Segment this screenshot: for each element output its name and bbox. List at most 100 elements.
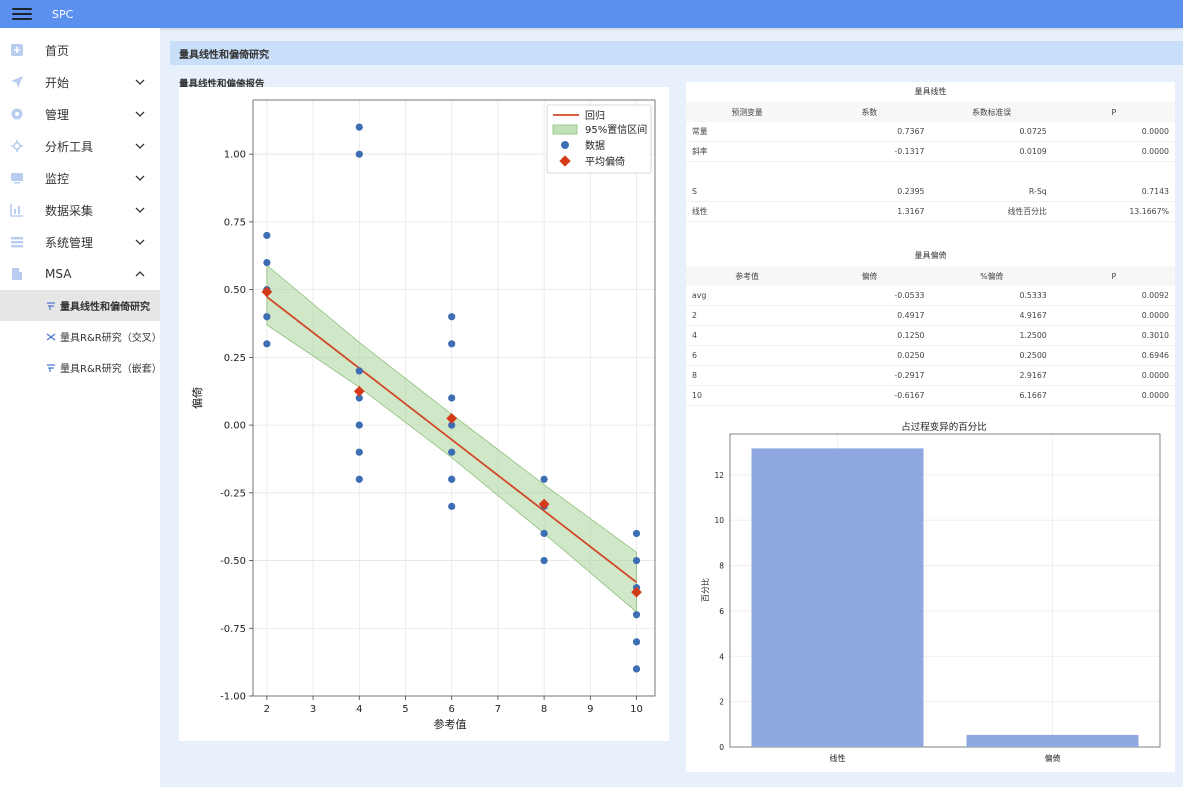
chevron-down-icon xyxy=(135,175,145,181)
bar xyxy=(966,734,1139,747)
sidebar-item-manage[interactable]: 管理 xyxy=(0,98,160,130)
y-tick-label: 1.00 xyxy=(224,150,246,161)
regression-line xyxy=(266,296,638,584)
data-point xyxy=(263,258,271,267)
data-point xyxy=(632,611,641,619)
send-icon xyxy=(10,75,24,89)
chart-legend: 回归 95%置信区间 数据 平均偏倚 xyxy=(546,104,652,174)
x-tick-label: 10 xyxy=(630,704,643,715)
sidebar-item-msa[interactable]: MSA xyxy=(0,258,160,290)
table-row: avg -0.0533 0.5333 0.0092 xyxy=(686,286,1175,306)
sidebar-item-analysis-tools[interactable]: 分析工具 xyxy=(0,130,160,162)
bias-title: 量具偏倚 xyxy=(914,251,947,260)
y-tick-label: 4 xyxy=(719,652,724,661)
table-row: 6 0.0250 0.2500 0.6946 xyxy=(686,346,1175,366)
y-tick-label: 6 xyxy=(719,607,724,616)
table-row: S 0.2395 R-Sq 0.7143 xyxy=(686,182,1175,202)
sidebar-subitem-rr-crossed[interactable]: 量具R&R研究（交叉） xyxy=(0,321,162,352)
y-tick-label: 8 xyxy=(719,562,724,571)
settings-icon xyxy=(10,139,24,153)
sidebar-item-monitor[interactable]: 监控 xyxy=(0,162,160,194)
top-bar: SPC xyxy=(0,0,1183,28)
chevron-down-icon xyxy=(135,79,145,85)
sort-icon xyxy=(46,301,56,311)
data-point xyxy=(263,340,271,348)
sidebar: 首页 开始 管理 分析工具 监控 数据采集 系统管理 MSA 量具线性和偏倚研究 xyxy=(0,28,162,787)
sort-icon xyxy=(46,363,56,373)
bias-scatter-panel: 2 3 4 5 6 7 8 9 10 1.00 0.75 0.50 0.25 0.00 -0.25 -0.5… xyxy=(179,87,669,741)
home-icon xyxy=(10,43,24,57)
data-point xyxy=(540,529,548,538)
data-point xyxy=(355,367,363,375)
data-point xyxy=(355,150,363,158)
building-icon xyxy=(10,267,24,281)
data-point xyxy=(263,231,271,240)
sidebar-item-start[interactable]: 开始 xyxy=(0,66,160,98)
x-tick-label: 8 xyxy=(541,704,547,715)
table-row: 4 0.1250 1.2500 0.3010 xyxy=(686,326,1175,346)
bar-y-axis-label: 百分比 xyxy=(700,578,710,602)
table-row: 斜率 -0.1317 0.0109 0.0000 xyxy=(686,142,1175,162)
chevron-down-icon xyxy=(135,207,145,213)
y-axis-label: 偏倚 xyxy=(190,387,204,409)
data-point xyxy=(632,529,641,538)
table-row: 8 -0.2917 2.9167 0.0000 xyxy=(686,366,1175,386)
data-point xyxy=(355,475,363,483)
chevron-down-icon xyxy=(135,143,145,149)
table-header: 参考值 偏倚 %偏倚 P xyxy=(686,266,1175,286)
y-tick-label: 2 xyxy=(719,698,724,707)
data-point xyxy=(355,123,363,131)
table-row: 常量 0.7367 0.0725 0.0000 xyxy=(686,122,1175,142)
sidebar-item-data-collection[interactable]: 数据采集 xyxy=(0,194,160,226)
x-tick-label: 偏倚 xyxy=(1045,753,1061,763)
bias-scatter-chart: 2 3 4 5 6 7 8 9 10 1.00 0.75 0.50 0.25 0.00 -0.25 -0.5… xyxy=(190,99,656,731)
y-tick-label: 0.50 xyxy=(224,285,246,296)
legend-ci: 95%置信区间 xyxy=(585,123,647,136)
x-axis-label: 参考值 xyxy=(434,717,467,731)
legend-data-swatch xyxy=(561,141,569,149)
y-tick-label: -1.00 xyxy=(220,692,246,703)
y-tick-label: 0.75 xyxy=(224,217,246,228)
sidebar-item-home[interactable]: 首页 xyxy=(0,34,160,66)
data-point xyxy=(540,475,548,483)
mean-bias-point xyxy=(631,586,642,598)
list-icon xyxy=(10,235,24,249)
x-tick-label: 5 xyxy=(402,704,408,715)
app-title: SPC xyxy=(52,7,74,21)
y-tick-label: -0.25 xyxy=(220,488,246,499)
data-point xyxy=(632,638,641,646)
gear-icon xyxy=(10,107,24,121)
chevron-down-icon xyxy=(135,239,145,245)
data-point xyxy=(632,556,641,565)
y-tick-label: 12 xyxy=(714,471,724,480)
x-tick-label: 6 xyxy=(449,704,455,715)
chevron-down-icon xyxy=(135,111,145,117)
table-row: 线性 1.3167 线性百分比 13.1667% xyxy=(686,202,1175,222)
bias-table: 量具偏倚 参考值 偏倚 %偏倚 P avg -0.0533 0.5333 0.0… xyxy=(686,246,1175,406)
shuffle-icon xyxy=(46,332,56,342)
data-point xyxy=(448,475,456,483)
chevron-up-icon xyxy=(135,271,145,277)
sidebar-item-system[interactable]: 系统管理 xyxy=(0,226,160,258)
section-title: 量具线性和偏倚报告 xyxy=(179,79,265,90)
y-tick-label: 0.00 xyxy=(224,421,246,432)
data-point xyxy=(355,394,363,402)
monitor-icon xyxy=(10,171,24,185)
bar-chart-title: 占过程变异的百分比 xyxy=(901,421,987,433)
data-point xyxy=(263,313,271,321)
x-tick-label: 9 xyxy=(587,704,593,715)
legend-ci-swatch xyxy=(552,124,578,135)
y-tick-label: -0.75 xyxy=(220,624,246,635)
sidebar-subitem-rr-nested[interactable]: 量具R&R研究（嵌套） xyxy=(0,352,162,383)
chart-icon xyxy=(10,203,24,217)
y-tick-label: 0.25 xyxy=(224,353,246,364)
linearity-title: 量具线性 xyxy=(914,87,947,96)
table-header: 预测变量 系数 系数标准误 P xyxy=(686,102,1175,122)
menu-icon[interactable] xyxy=(12,6,32,22)
data-point xyxy=(448,502,456,510)
y-tick-label: 10 xyxy=(714,516,724,525)
x-tick-label: 2 xyxy=(264,704,270,715)
legend-mean: 平均偏倚 xyxy=(585,155,625,168)
sidebar-subitem-linearity-bias[interactable]: 量具线性和偏倚研究 xyxy=(0,290,160,321)
x-tick-label: 3 xyxy=(310,704,316,715)
